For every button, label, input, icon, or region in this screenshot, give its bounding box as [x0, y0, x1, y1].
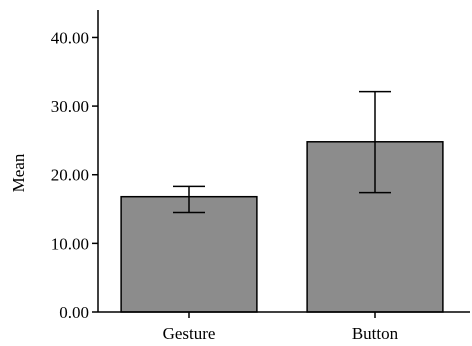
y-tick-label: 10.00 [51, 234, 89, 253]
x-tick-label: Button [352, 324, 399, 343]
bar-gesture [120, 195, 258, 313]
x-axis-tick-labels: Gesture Button [163, 312, 399, 343]
x-tick-label: Gesture [163, 324, 216, 343]
y-axis-label: Mean [9, 153, 28, 192]
bars [120, 141, 444, 313]
y-axis-ticks: 0.00 10.00 20.00 30.00 40.00 [51, 28, 98, 322]
y-tick-label: 20.00 [51, 166, 89, 185]
y-tick-label: 0.00 [59, 303, 89, 322]
y-tick-label: 30.00 [51, 97, 89, 116]
error-bars [173, 90, 391, 214]
y-tick-label: 40.00 [51, 28, 89, 47]
